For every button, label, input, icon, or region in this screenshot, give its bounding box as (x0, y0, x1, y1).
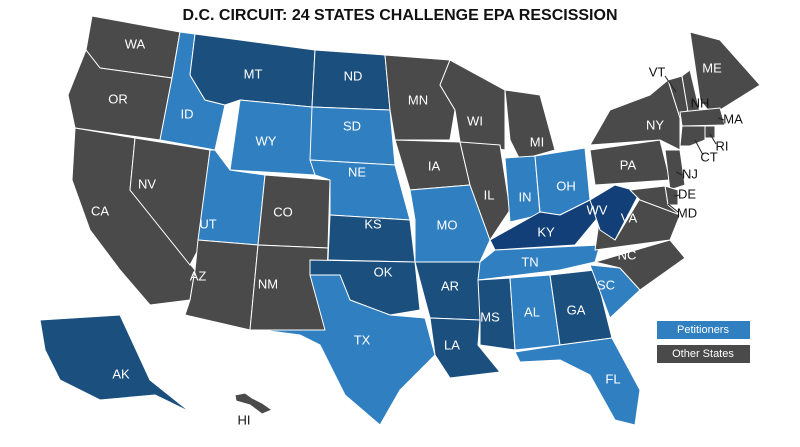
state-label: MT (244, 66, 263, 81)
state-label: NJ (682, 166, 698, 181)
state-label: MI (530, 134, 544, 149)
legend-label: Other States (672, 348, 734, 360)
state-label: NH (691, 95, 710, 110)
state (589, 79, 681, 151)
state-label: ID (181, 106, 194, 121)
state-label: ND (344, 68, 363, 83)
leader-line (673, 194, 681, 197)
state-label: GA (567, 302, 586, 317)
state-label: NM (258, 276, 278, 291)
state (257, 174, 331, 249)
map-title: D.C. CIRCUIT: 24 STATES CHALLENGE EPA RE… (182, 7, 617, 24)
state (459, 141, 511, 241)
state-label: WY (256, 133, 277, 148)
state (589, 184, 641, 241)
state-label: MN (408, 92, 428, 107)
state-label: NE (348, 164, 366, 179)
state-label: RI (716, 138, 729, 153)
state (129, 137, 211, 266)
legend: Petitioners Other States (657, 321, 750, 363)
state-label: CO (273, 204, 293, 219)
state-label: DE (678, 186, 696, 201)
state-label: FL (605, 371, 620, 386)
state (309, 106, 396, 166)
leader-line (694, 139, 704, 156)
state-label: AZ (190, 268, 207, 283)
state (679, 107, 726, 127)
state (477, 277, 516, 351)
state-label: OK (374, 264, 393, 279)
legend-swatch (657, 345, 750, 363)
state-label: IN (519, 189, 532, 204)
state (504, 89, 556, 161)
state-label: IL (484, 187, 495, 202)
state-label: IA (428, 158, 441, 173)
state-label: LA (444, 337, 460, 352)
state (234, 392, 273, 415)
state-label: MS (480, 309, 500, 324)
state-label: MD (677, 205, 697, 220)
state-label: ME (702, 60, 722, 75)
state-label: AL (524, 304, 540, 319)
state (514, 337, 641, 426)
state-label: VT (649, 64, 666, 79)
state-label: NC (618, 247, 637, 262)
state-label: NY (646, 117, 664, 132)
state-label: NV (138, 176, 156, 191)
leader-line (667, 203, 679, 213)
state (704, 125, 716, 139)
state-label: WV (587, 202, 608, 217)
state (594, 239, 686, 291)
labels: WA OR CA NV ID MT WY UT AZ CO NM ND SD NE KS OK TX MN IA MO… (91, 36, 743, 427)
state-label: WA (125, 36, 146, 51)
state-label: CT (700, 149, 717, 164)
legend-swatch (657, 321, 750, 339)
state (261, 274, 436, 426)
state-label: CA (91, 203, 109, 218)
state-label: PA (620, 157, 637, 172)
state (664, 149, 686, 191)
leader-line (664, 75, 677, 93)
state-label: VA (621, 210, 638, 225)
leader-line (709, 133, 717, 145)
state-label: TN (521, 254, 538, 269)
state-label: SD (343, 118, 361, 133)
states (39, 15, 761, 426)
state-label: AR (441, 278, 459, 293)
state-label: OH (556, 178, 576, 193)
leader-line (717, 117, 725, 121)
state-label: SC (597, 277, 615, 292)
state (689, 31, 761, 116)
state-label: MO (437, 217, 458, 232)
state (39, 314, 191, 413)
state-label: MA (723, 111, 743, 126)
state (679, 125, 706, 147)
state-label: HI (238, 412, 251, 427)
legend-label: Petitioners (677, 324, 729, 336)
state-label: AK (112, 366, 130, 381)
leader-line (675, 171, 683, 176)
state-label: WI (467, 113, 483, 128)
state (629, 185, 681, 216)
state-label: UT (199, 216, 216, 231)
state-label: OR (108, 91, 128, 106)
state-label: TX (354, 332, 371, 347)
state-label: KS (364, 216, 382, 231)
state-label: KY (537, 224, 555, 239)
